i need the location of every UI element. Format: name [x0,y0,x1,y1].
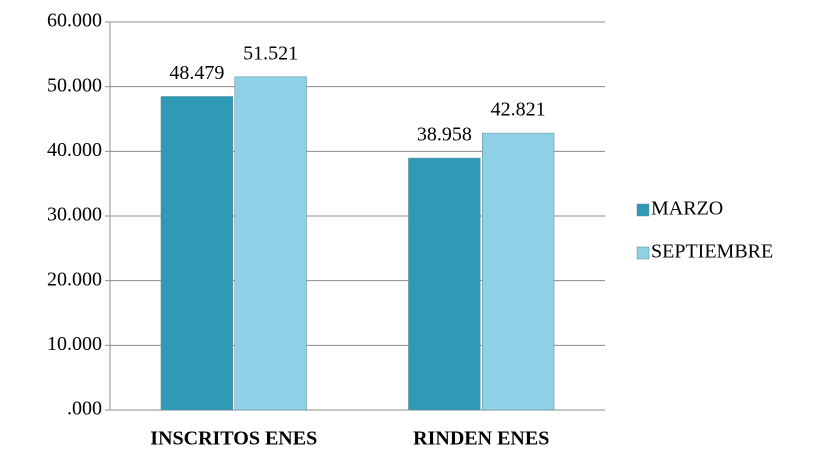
legend-label: MARZO [651,198,723,220]
bar [234,76,307,411]
y-tick-label: 30.000 [47,204,102,226]
legend-label: SEPTIEMBRE [651,241,773,263]
y-tick-label: .000 [67,398,102,420]
legend-swatch [636,203,650,217]
x-tick-label: RINDEN ENES [413,428,549,450]
y-tick-label: 40.000 [47,139,102,161]
value-label: 48.479 [169,62,224,84]
y-tick-label: 10.000 [47,333,102,355]
legend-swatch [636,246,650,260]
x-tick-label: INSCRITOS ENES [150,428,317,450]
bar [482,132,555,411]
value-label: 38.958 [417,124,472,146]
y-tick-label: 60.000 [47,10,102,32]
bar [160,96,234,411]
value-label: 42.821 [491,99,546,121]
value-label: 51.521 [243,42,298,64]
y-tick-label: 20.000 [47,268,102,290]
y-tick-label: 50.000 [47,74,102,96]
bar [408,157,481,411]
